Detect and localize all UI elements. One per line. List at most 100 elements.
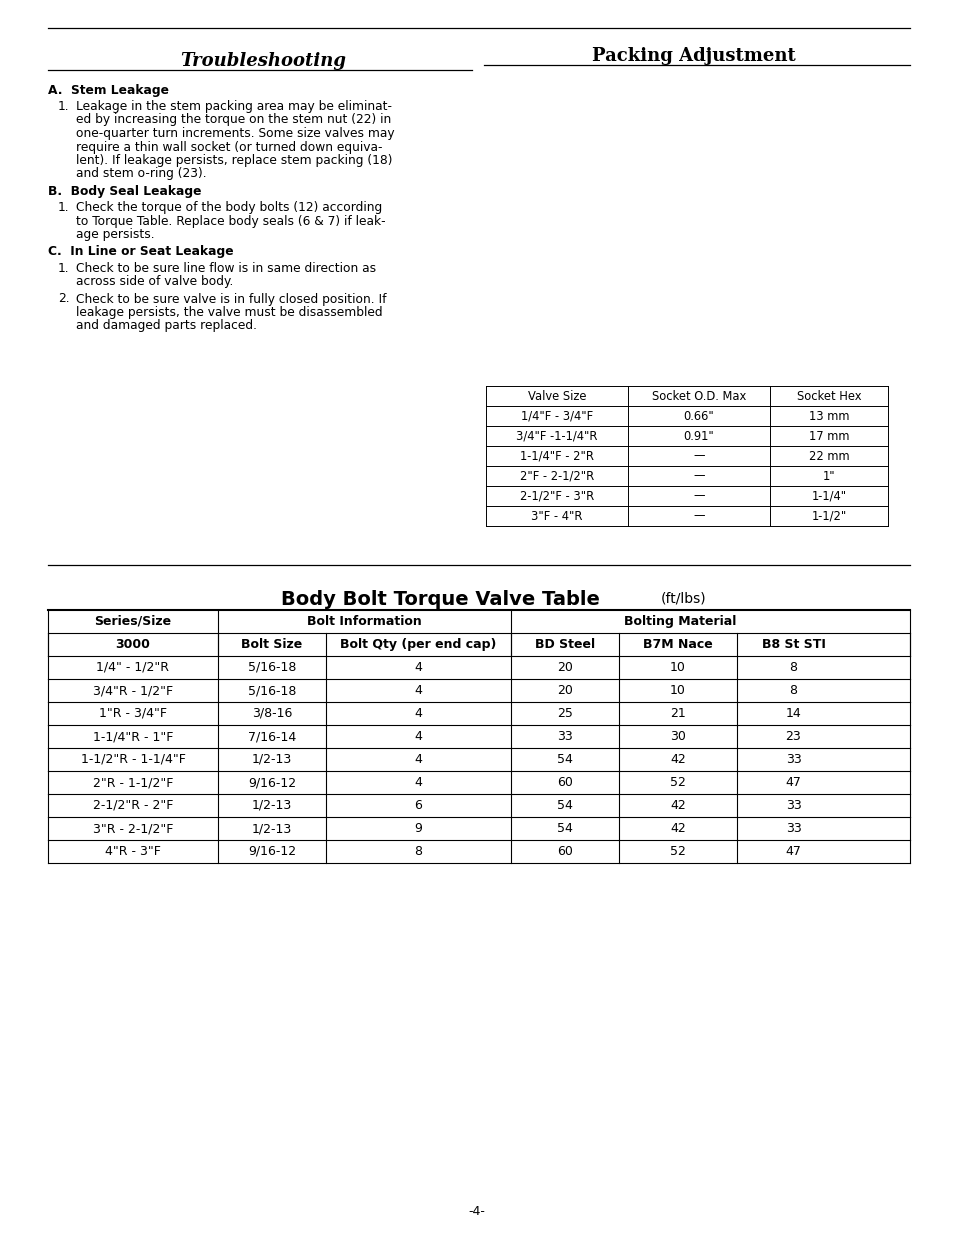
Text: C.  In Line or Seat Leakage: C. In Line or Seat Leakage [48,246,233,258]
Text: 33: 33 [785,823,801,835]
Text: 1.: 1. [58,201,70,214]
Text: B8 St STI: B8 St STI [760,638,824,651]
Text: 0.66": 0.66" [683,410,714,422]
Text: 25: 25 [557,706,573,720]
Text: -4-: -4- [468,1205,485,1218]
Text: 2"R - 1-1/2"F: 2"R - 1-1/2"F [92,776,173,789]
Text: 1/4"F - 3/4"F: 1/4"F - 3/4"F [520,410,593,422]
Text: 9: 9 [415,823,422,835]
Text: 8: 8 [414,845,422,858]
Text: 21: 21 [669,706,685,720]
Text: leakage persists, the valve must be disassembled: leakage persists, the valve must be disa… [76,306,382,319]
Text: Leakage in the stem packing area may be eliminat-: Leakage in the stem packing area may be … [76,100,392,112]
Text: 4: 4 [415,730,422,743]
Text: 3"R - 2-1/2"F: 3"R - 2-1/2"F [92,823,173,835]
Text: —: — [693,489,704,503]
Text: Socket O.D. Max: Socket O.D. Max [651,389,745,403]
Text: Body Bolt Torque Valve Table: Body Bolt Torque Valve Table [280,590,598,609]
Text: 2.: 2. [58,293,70,305]
Text: BD Steel: BD Steel [535,638,595,651]
Text: 1-1/4"F - 2"R: 1-1/4"F - 2"R [519,450,594,462]
Text: 47: 47 [784,776,801,789]
Text: 9/16-12: 9/16-12 [248,845,295,858]
Text: 2-1/2"R - 2"F: 2-1/2"R - 2"F [92,799,173,811]
Text: Troubleshooting: Troubleshooting [180,52,346,70]
Text: Bolt Qty (per end cap): Bolt Qty (per end cap) [340,638,497,651]
Text: 23: 23 [785,730,801,743]
Text: 4: 4 [415,661,422,674]
Text: ed by increasing the torque on the stem nut (22) in: ed by increasing the torque on the stem … [76,114,391,126]
Text: Bolt Size: Bolt Size [241,638,302,651]
Text: Socket Hex: Socket Hex [796,389,861,403]
Text: Bolt Information: Bolt Information [307,615,421,629]
Text: —: — [693,450,704,462]
Text: 3"F - 4"R: 3"F - 4"R [531,510,582,522]
Text: 54: 54 [557,799,573,811]
Text: 1/2-13: 1/2-13 [252,823,292,835]
Text: 9/16-12: 9/16-12 [248,776,295,789]
Text: 5/16-18: 5/16-18 [248,661,295,674]
Text: 52: 52 [669,845,685,858]
Text: 0.91": 0.91" [683,430,714,442]
Text: 33: 33 [785,753,801,766]
Text: 2-1/2"F - 3"R: 2-1/2"F - 3"R [519,489,594,503]
Text: 17 mm: 17 mm [808,430,848,442]
Text: 20: 20 [557,661,573,674]
Text: A.  Stem Leakage: A. Stem Leakage [48,84,169,98]
Text: lent). If leakage persists, replace stem packing (18): lent). If leakage persists, replace stem… [76,154,392,167]
Text: 4: 4 [415,776,422,789]
Text: across side of valve body.: across side of valve body. [76,275,233,288]
Text: Check the torque of the body bolts (12) according: Check the torque of the body bolts (12) … [76,201,382,214]
Text: —: — [693,469,704,483]
Text: Packing Adjustment: Packing Adjustment [592,47,795,65]
Text: —: — [693,510,704,522]
Text: 1.: 1. [58,100,70,112]
Text: 13 mm: 13 mm [808,410,848,422]
Text: one-quarter turn increments. Some size valves may: one-quarter turn increments. Some size v… [76,127,395,140]
Text: 1/2-13: 1/2-13 [252,799,292,811]
Text: age persists.: age persists. [76,228,154,241]
Text: 8: 8 [789,684,797,697]
Text: 1-1/2": 1-1/2" [810,510,845,522]
Text: 4: 4 [415,706,422,720]
Text: 1"R - 3/4"F: 1"R - 3/4"F [99,706,167,720]
Text: 60: 60 [557,845,573,858]
Text: 33: 33 [785,799,801,811]
Text: 6: 6 [415,799,422,811]
Text: Check to be sure line flow is in same direction as: Check to be sure line flow is in same di… [76,262,375,274]
Text: 7/16-14: 7/16-14 [248,730,295,743]
Text: 1-1/4"R - 1"F: 1-1/4"R - 1"F [92,730,173,743]
Text: 10: 10 [669,661,685,674]
Text: 1/4" - 1/2"R: 1/4" - 1/2"R [96,661,170,674]
Text: 2"F - 2-1/2"R: 2"F - 2-1/2"R [519,469,594,483]
Text: 42: 42 [669,753,685,766]
Text: 42: 42 [669,823,685,835]
Text: 33: 33 [557,730,572,743]
Text: 3/8-16: 3/8-16 [252,706,292,720]
Text: 1": 1" [821,469,835,483]
Text: 54: 54 [557,823,573,835]
Text: 3/4"F -1-1/4"R: 3/4"F -1-1/4"R [516,430,598,442]
Text: 3000: 3000 [115,638,151,651]
Text: 1-1/4": 1-1/4" [811,489,845,503]
Text: require a thin wall socket (or turned down equiva-: require a thin wall socket (or turned do… [76,141,382,153]
Text: Bolting Material: Bolting Material [623,615,736,629]
Text: 20: 20 [557,684,573,697]
Text: 54: 54 [557,753,573,766]
Text: 42: 42 [669,799,685,811]
Text: 22 mm: 22 mm [808,450,848,462]
Text: 1.: 1. [58,262,70,274]
Text: B.  Body Seal Leakage: B. Body Seal Leakage [48,185,201,198]
Text: and stem o-ring (23).: and stem o-ring (23). [76,168,207,180]
Text: 3/4"R - 1/2"F: 3/4"R - 1/2"F [92,684,172,697]
Text: 4"R - 3"F: 4"R - 3"F [105,845,161,858]
Text: 1-1/2"R - 1-1/4"F: 1-1/2"R - 1-1/4"F [80,753,185,766]
Text: 4: 4 [415,684,422,697]
Text: 52: 52 [669,776,685,789]
Text: 47: 47 [784,845,801,858]
Text: 14: 14 [785,706,801,720]
Text: and damaged parts replaced.: and damaged parts replaced. [76,320,256,332]
Text: 10: 10 [669,684,685,697]
Text: 8: 8 [789,661,797,674]
Text: Valve Size: Valve Size [527,389,586,403]
